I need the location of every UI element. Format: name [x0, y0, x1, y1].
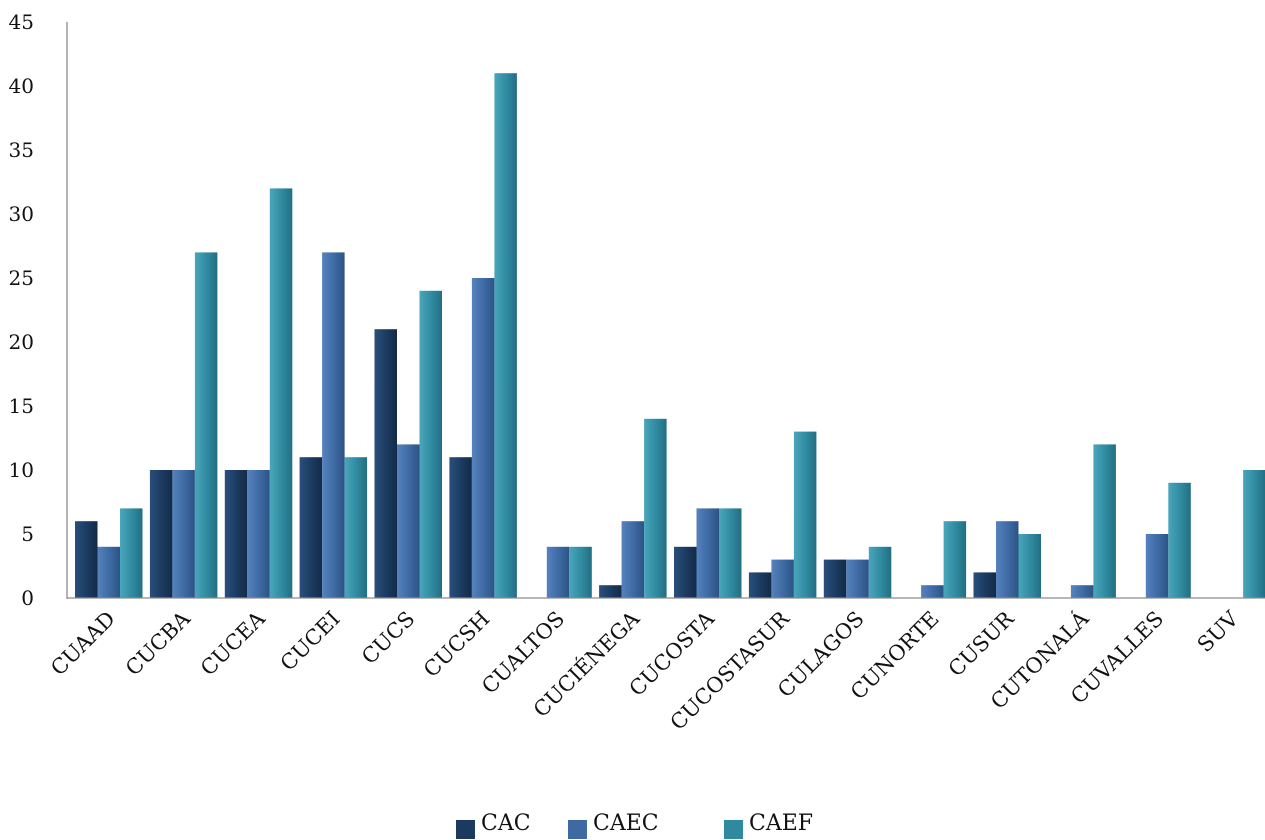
bar-caec-cuvalles — [1145, 534, 1169, 598]
bar-caef-cualtos — [569, 546, 592, 598]
y-tick-label: 0 — [21, 586, 34, 610]
legend-swatch — [456, 820, 475, 839]
bar-cac-cucei — [299, 457, 323, 598]
bar-cac-cucba — [149, 470, 173, 598]
bar-caef-cucei — [344, 457, 368, 598]
y-tick-label: 30 — [9, 202, 34, 226]
legend: CAC CAEC CAEF — [456, 811, 813, 839]
legend-item-cac: CAC — [456, 811, 531, 839]
bar-caef-cucosta — [719, 508, 742, 598]
bar-caef-cucba — [194, 252, 218, 598]
bar-caec-cucba — [172, 470, 195, 598]
bar-cac-cucsh — [449, 457, 472, 598]
bar-caec-cunorte — [921, 585, 944, 598]
legend-label: CAEF — [749, 811, 813, 836]
bar-caef-cucsh — [494, 73, 517, 598]
bar-cac-cusur — [973, 572, 996, 598]
bar-caef-cuaad — [120, 508, 143, 598]
bar-caef-cuvalles — [1168, 482, 1191, 598]
x-tick-label: CUCBA — [121, 606, 195, 680]
bar-caef-cutonalá — [1093, 444, 1116, 598]
x-tick-label: CUCEA — [196, 606, 270, 680]
x-tick-label: SUV — [1193, 606, 1244, 657]
bar-caef-cunorte — [943, 521, 967, 598]
bar-caec-culagos — [846, 559, 869, 598]
legend-label: CAC — [481, 811, 531, 836]
x-tick-label: CUAAD — [46, 607, 120, 681]
bar-caef-cucostasur — [793, 431, 817, 598]
bar-caec-cucei — [322, 252, 345, 598]
bar-caec-cualtos — [546, 546, 570, 598]
bar-caec-cuciénega — [621, 521, 645, 598]
bar-caef-cusur — [1018, 534, 1041, 598]
bar-caef-culagos — [868, 546, 892, 598]
legend-item-caec: CAEC — [568, 811, 659, 839]
bar-caec-cucs — [397, 444, 420, 598]
bar-caec-cuaad — [97, 546, 120, 598]
bar-caef-suv — [1243, 470, 1265, 598]
bar-caec-cucsh — [471, 278, 495, 598]
bar-caef-cucea — [269, 188, 293, 598]
y-tick-label: 20 — [9, 330, 34, 354]
bar-cac-cuaad — [75, 521, 98, 598]
x-tick-label: CUSUR — [944, 606, 1020, 682]
bars-layer — [75, 73, 1265, 598]
bar-caec-cucostasur — [771, 559, 794, 598]
x-tick-label: CUCS — [357, 607, 419, 669]
legend-label: CAEC — [593, 811, 659, 836]
x-tick-label: CUCSH — [419, 607, 494, 682]
legend-swatch — [568, 820, 587, 839]
legend-item-caef: CAEF — [724, 811, 813, 839]
bar-cac-cucea — [224, 470, 248, 598]
y-tick-label: 15 — [9, 394, 34, 418]
y-tick-label: 40 — [9, 74, 34, 98]
bar-cac-culagos — [823, 559, 847, 598]
bar-caef-cuciénega — [644, 418, 667, 598]
legend-swatch — [724, 820, 743, 839]
y-tick-label: 10 — [9, 458, 34, 482]
bar-caec-cusur — [996, 521, 1019, 598]
bar-caec-cutonalá — [1070, 585, 1094, 598]
bar-cac-cuciénega — [599, 585, 622, 598]
y-tick-label: 35 — [9, 138, 34, 162]
bar-cac-cucs — [374, 329, 397, 598]
bar-cac-cucosta — [674, 546, 697, 598]
axes-layer — [66, 22, 1265, 599]
bar-caec-cucosta — [696, 508, 719, 598]
bar-caef-cucs — [419, 290, 442, 598]
bar-caec-cucea — [247, 470, 270, 598]
y-tick-label: 45 — [9, 10, 34, 34]
x-tick-label: CUCEI — [276, 607, 345, 676]
y-tick-label: 5 — [21, 522, 34, 546]
y-tick-label: 25 — [9, 266, 34, 290]
bar-cac-cucostasur — [748, 572, 772, 598]
